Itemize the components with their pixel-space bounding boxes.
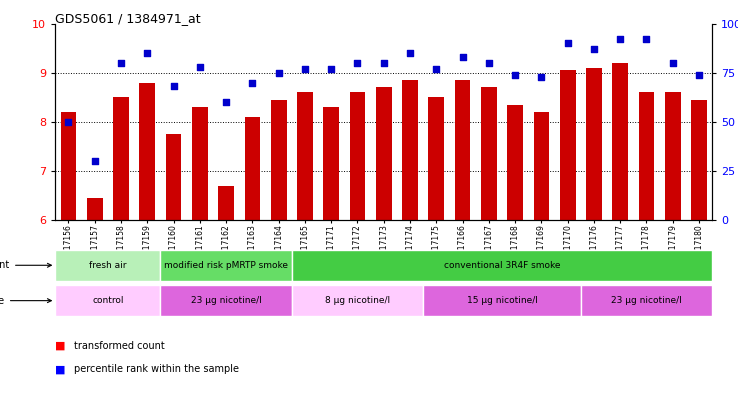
Bar [402, 80, 418, 220]
Text: fresh air: fresh air [89, 261, 127, 270]
Text: 23 µg nicotine/l: 23 µg nicotine/l [611, 296, 682, 305]
Point [536, 73, 548, 80]
Point [299, 66, 311, 72]
Bar [160, 285, 292, 316]
Bar [87, 198, 103, 220]
Point [351, 60, 363, 66]
Text: dose: dose [0, 296, 52, 306]
Bar [55, 285, 160, 316]
Bar [429, 97, 444, 220]
Bar [160, 250, 292, 281]
Point [457, 54, 469, 60]
Bar [113, 97, 129, 220]
Bar [534, 112, 549, 220]
Bar [613, 63, 628, 220]
Point [63, 119, 75, 125]
Bar [292, 285, 423, 316]
Bar [665, 92, 680, 220]
Bar [481, 88, 497, 220]
Bar [271, 100, 286, 220]
Point [614, 36, 626, 42]
Point [667, 60, 679, 66]
Bar [139, 83, 155, 220]
Point [509, 72, 521, 78]
Text: 15 µg nicotine/l: 15 µg nicotine/l [466, 296, 537, 305]
Text: 23 µg nicotine/l: 23 µg nicotine/l [190, 296, 261, 305]
Text: control: control [92, 296, 124, 305]
Text: modified risk pMRTP smoke: modified risk pMRTP smoke [164, 261, 288, 270]
Point [483, 60, 494, 66]
Text: transformed count: transformed count [74, 341, 165, 351]
Text: conventional 3R4F smoke: conventional 3R4F smoke [444, 261, 560, 270]
Bar [423, 285, 581, 316]
Bar [218, 185, 234, 220]
Bar [455, 80, 470, 220]
Point [168, 83, 179, 90]
Bar [292, 250, 712, 281]
Point [246, 79, 258, 86]
Point [115, 60, 127, 66]
Bar [297, 92, 313, 220]
Bar [61, 112, 76, 220]
Point [325, 66, 337, 72]
Point [273, 70, 285, 76]
Point [89, 158, 100, 164]
Point [641, 36, 652, 42]
Bar [581, 285, 712, 316]
Point [142, 50, 154, 56]
Bar [560, 70, 576, 220]
Bar [244, 117, 261, 220]
Point [588, 46, 600, 52]
Bar [350, 92, 365, 220]
Point [220, 99, 232, 105]
Bar [166, 134, 182, 220]
Bar [376, 88, 392, 220]
Text: GDS5061 / 1384971_at: GDS5061 / 1384971_at [55, 12, 201, 25]
Point [562, 40, 573, 46]
Bar [692, 100, 707, 220]
Text: percentile rank within the sample: percentile rank within the sample [74, 364, 239, 375]
Bar [586, 68, 601, 220]
Bar [323, 107, 339, 220]
Text: 8 µg nicotine/l: 8 µg nicotine/l [325, 296, 390, 305]
Bar [55, 250, 160, 281]
Text: ■: ■ [55, 341, 66, 351]
Bar [192, 107, 207, 220]
Point [194, 64, 206, 70]
Point [404, 50, 416, 56]
Point [430, 66, 442, 72]
Text: agent: agent [0, 260, 52, 270]
Point [693, 72, 705, 78]
Bar [638, 92, 655, 220]
Bar [507, 105, 523, 220]
Text: ■: ■ [55, 364, 66, 375]
Point [378, 60, 390, 66]
